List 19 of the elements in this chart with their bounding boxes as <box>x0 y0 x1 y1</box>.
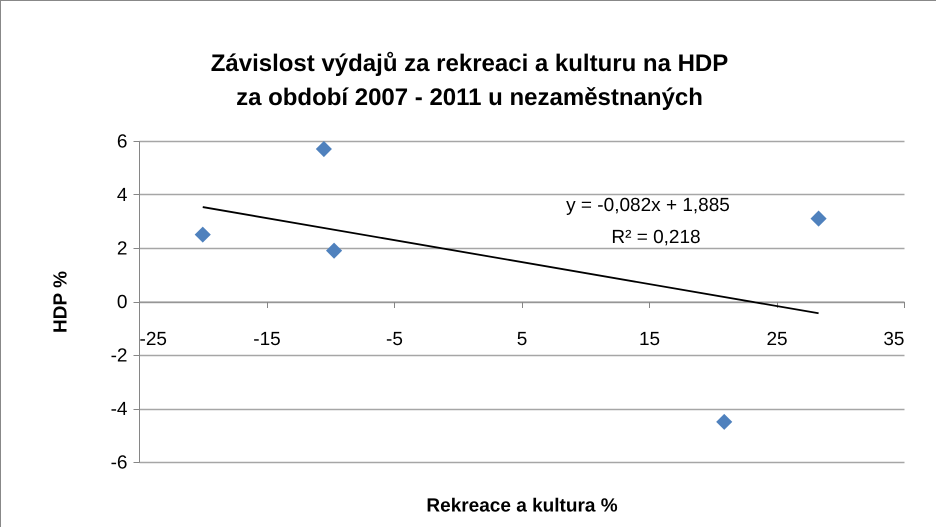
x-tick-label: -15 <box>253 329 281 350</box>
y-tick-label: -2 <box>110 346 128 366</box>
y-tick-label: 2 <box>116 238 128 260</box>
x-tick-label: 35 <box>883 329 904 350</box>
y-axis-title: HDP % <box>50 270 72 333</box>
y-tick-label: -6 <box>110 452 128 474</box>
y-tick-label: 6 <box>116 132 128 152</box>
x-tick-label: 15 <box>638 329 660 350</box>
x-axis-title: Rekreace a kultura % <box>426 496 618 516</box>
y-tick-label: 0 <box>116 292 128 313</box>
x-tick-label: 5 <box>516 329 528 350</box>
annotation: R² = 0,218 <box>611 227 701 248</box>
y-tick-label: 4 <box>116 185 128 206</box>
x-tick-label: -25 <box>140 329 167 350</box>
x-tick-label: -5 <box>386 329 403 350</box>
x-tick-label: 25 <box>766 329 788 350</box>
y-tick-label: -4 <box>110 399 128 420</box>
chart-title: Závislost výdajů za rekreaci a kulturu na HDP za období 2007 - 2011 u nezaměstnaných <box>210 50 728 111</box>
annotation: y = -0,082x + 1,885 <box>566 195 730 216</box>
